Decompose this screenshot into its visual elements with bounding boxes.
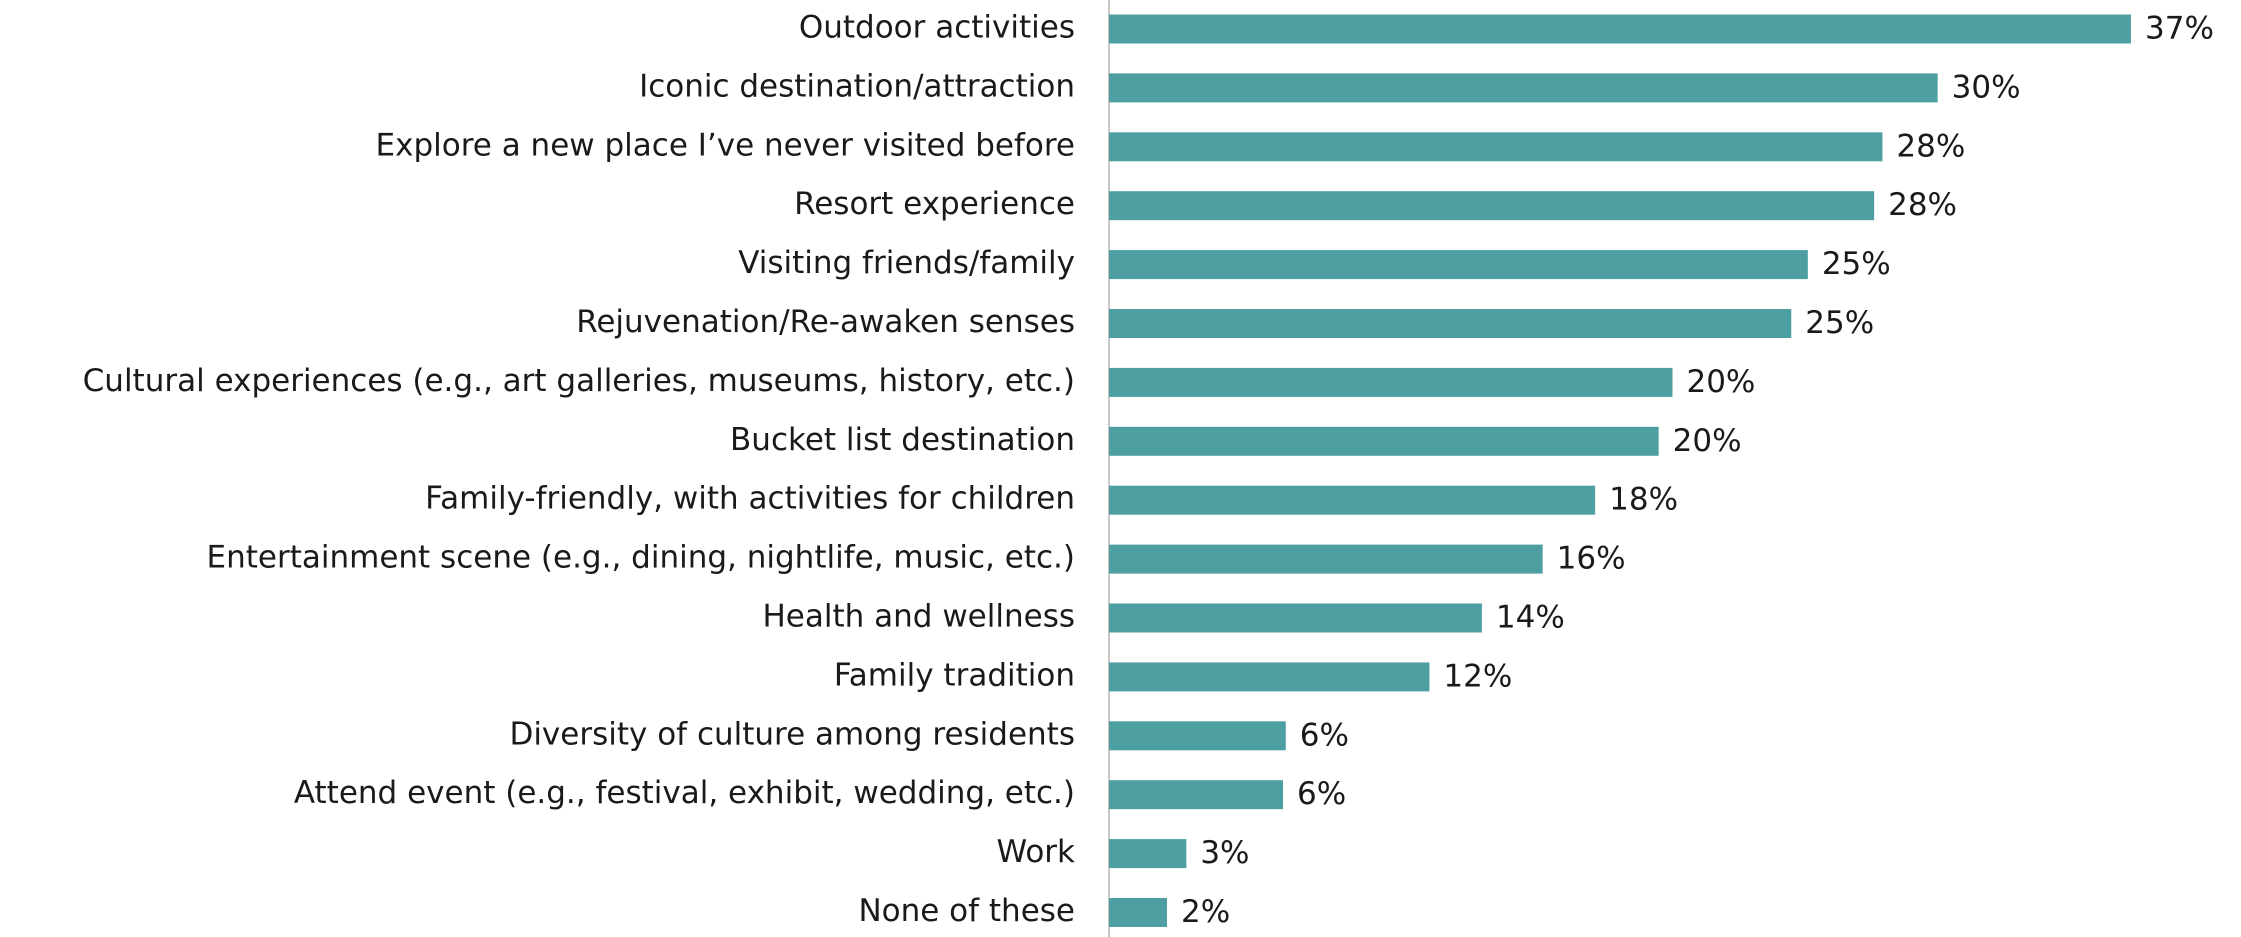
value-label: 28% bbox=[1888, 187, 1957, 223]
category-label: Work bbox=[997, 834, 1076, 870]
bar bbox=[1109, 721, 1286, 751]
category-label: None of these bbox=[858, 893, 1075, 929]
value-label: 20% bbox=[1673, 423, 1742, 459]
bar bbox=[1109, 485, 1596, 515]
bar bbox=[1109, 73, 1938, 103]
bar bbox=[1109, 14, 2131, 44]
category-label: Entertainment scene (e.g., dining, night… bbox=[207, 540, 1075, 576]
category-label: Cultural experiences (e.g., art gallerie… bbox=[83, 363, 1075, 399]
value-label: 3% bbox=[1200, 835, 1249, 871]
category-label: Health and wellness bbox=[763, 599, 1076, 635]
category-label: Rejuvenation/Re-awaken senses bbox=[576, 304, 1075, 340]
value-label: 37% bbox=[2145, 11, 2214, 47]
value-label: 14% bbox=[1496, 600, 1565, 636]
value-label: 28% bbox=[1896, 128, 1965, 164]
category-label: Family-friendly, with activities for chi… bbox=[425, 481, 1075, 517]
category-label: Bucket list destination bbox=[730, 422, 1075, 458]
bar bbox=[1109, 250, 1808, 280]
bar bbox=[1109, 309, 1792, 338]
value-label: 18% bbox=[1609, 482, 1678, 518]
category-label: Resort experience bbox=[794, 186, 1075, 222]
category-label: Family tradition bbox=[834, 657, 1075, 693]
value-label: 20% bbox=[1686, 364, 1755, 400]
value-label: 12% bbox=[1443, 658, 1512, 694]
value-label: 6% bbox=[1300, 717, 1349, 753]
bar bbox=[1109, 426, 1659, 456]
bar bbox=[1109, 544, 1543, 574]
value-label: 2% bbox=[1181, 894, 1230, 930]
bar bbox=[1109, 898, 1168, 927]
category-label: Iconic destination/attraction bbox=[639, 68, 1075, 104]
category-label: Diversity of culture among residents bbox=[509, 716, 1075, 752]
value-label: 16% bbox=[1557, 541, 1626, 577]
bar bbox=[1109, 603, 1482, 633]
bar bbox=[1109, 839, 1187, 869]
category-label: Outdoor activities bbox=[799, 10, 1075, 46]
bar bbox=[1109, 191, 1875, 221]
bar bbox=[1109, 780, 1284, 810]
value-label: 25% bbox=[1822, 246, 1891, 282]
category-label: Explore a new place I’ve never visited b… bbox=[376, 127, 1075, 163]
value-label: 6% bbox=[1297, 776, 1346, 812]
value-label: 30% bbox=[1952, 69, 2021, 105]
category-label: Attend event (e.g., festival, exhibit, w… bbox=[294, 775, 1075, 811]
value-label: 25% bbox=[1805, 305, 1874, 341]
bar bbox=[1109, 367, 1673, 397]
bar bbox=[1109, 132, 1883, 162]
category-label: Visiting friends/family bbox=[738, 245, 1075, 281]
bar bbox=[1109, 662, 1430, 692]
